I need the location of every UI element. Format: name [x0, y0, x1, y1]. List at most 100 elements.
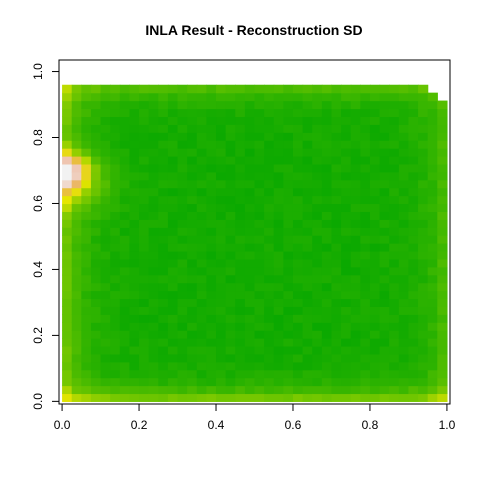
heatmap-cell [437, 266, 448, 276]
heatmap-cell [71, 306, 82, 315]
heatmap-cell [379, 377, 390, 387]
heatmap-cell [264, 345, 275, 355]
heatmap-cell [196, 314, 207, 323]
heatmap-cell [418, 179, 429, 189]
heatmap-cell [244, 393, 256, 402]
heatmap-cell [100, 258, 111, 268]
heatmap-cell [418, 306, 429, 315]
heatmap-cell [216, 393, 227, 402]
heatmap-cell [321, 258, 333, 268]
heatmap-cell [90, 377, 102, 387]
heatmap-cell [177, 274, 188, 284]
heatmap-cell [341, 314, 352, 323]
heatmap-cell [427, 132, 438, 141]
heatmap-cell [418, 171, 429, 181]
heatmap-cell [90, 187, 102, 197]
heatmap-cell [321, 187, 333, 197]
heatmap-cell [235, 298, 246, 307]
heatmap-cell [196, 84, 207, 94]
heatmap-cell [196, 353, 207, 363]
heatmap-cell [81, 179, 92, 189]
heatmap-cell [408, 203, 419, 212]
heatmap-cell [264, 179, 275, 189]
heatmap-cell [110, 84, 121, 94]
heatmap-cell [360, 274, 371, 284]
heatmap-cell [71, 274, 82, 284]
heatmap-cell [273, 235, 284, 244]
heatmap-cell [360, 290, 371, 300]
heatmap-cell [302, 163, 313, 173]
heatmap-cell [273, 211, 284, 220]
heatmap-cell [90, 306, 102, 315]
heatmap-cell [341, 92, 352, 102]
heatmap-cell [264, 171, 275, 181]
heatmap-cell [206, 345, 217, 355]
heatmap-cell [206, 148, 217, 157]
heatmap-cell [177, 290, 188, 300]
heatmap-cell [225, 187, 236, 197]
heatmap-cell [187, 211, 198, 220]
heatmap-cell [148, 298, 159, 307]
heatmap-cell [273, 219, 284, 228]
heatmap-cell [225, 345, 236, 355]
heatmap-cell [408, 243, 419, 252]
heatmap-cell [216, 361, 227, 371]
heatmap-cell [158, 274, 169, 284]
heatmap-cell [437, 179, 448, 189]
heatmap-cell [292, 187, 304, 197]
heatmap-cell [379, 274, 390, 284]
heatmap-cell [360, 211, 371, 220]
heatmap-cell [244, 235, 256, 244]
heatmap-cell [177, 179, 188, 189]
heatmap-cell [196, 195, 207, 205]
heatmap-cell [331, 227, 342, 236]
heatmap-cell [427, 306, 438, 315]
heatmap-cell [129, 227, 140, 236]
heatmap-cell [90, 353, 102, 363]
heatmap-cell [206, 227, 217, 236]
heatmap-cell [139, 353, 150, 363]
heatmap-cell [158, 171, 169, 181]
heatmap-cell [312, 124, 323, 133]
heatmap-cell [167, 84, 179, 94]
heatmap-cell [292, 163, 304, 173]
heatmap-cell [167, 298, 179, 307]
heatmap-cell [81, 124, 92, 133]
heatmap-cell [235, 187, 246, 197]
heatmap-cell [119, 92, 131, 102]
heatmap-cell [177, 377, 188, 387]
heatmap-cell [187, 219, 198, 228]
heatmap-cell [331, 187, 342, 197]
heatmap-cell [206, 250, 217, 260]
heatmap-cell [187, 92, 198, 102]
heatmap-cell [158, 361, 169, 371]
heatmap-cell [62, 171, 73, 181]
heatmap-cell [71, 338, 82, 347]
heatmap-cell [90, 179, 102, 189]
heatmap-cell [408, 163, 419, 173]
heatmap-cell [90, 314, 102, 323]
heatmap-cell [360, 282, 371, 292]
heatmap-cell [71, 393, 82, 402]
heatmap-cell [273, 377, 284, 387]
heatmap-cell [81, 393, 92, 402]
heatmap-cell [244, 338, 256, 347]
heatmap-cell [379, 140, 390, 149]
heatmap-cell [283, 377, 294, 387]
heatmap-cell [158, 92, 169, 102]
heatmap-cell [437, 330, 448, 339]
heatmap-cell [312, 250, 323, 260]
heatmap-cell [62, 108, 73, 117]
heatmap-cell [158, 100, 169, 110]
heatmap-cell [341, 290, 352, 300]
heatmap-cell [167, 369, 179, 379]
heatmap-cell [139, 393, 150, 402]
heatmap-cell [379, 266, 390, 276]
heatmap-cell [398, 100, 410, 110]
heatmap-cell [235, 361, 246, 371]
heatmap-cell [139, 148, 150, 157]
heatmap-cell [360, 195, 371, 205]
heatmap-cell [90, 345, 102, 355]
heatmap-cell [235, 219, 246, 228]
heatmap-cell [158, 353, 169, 363]
